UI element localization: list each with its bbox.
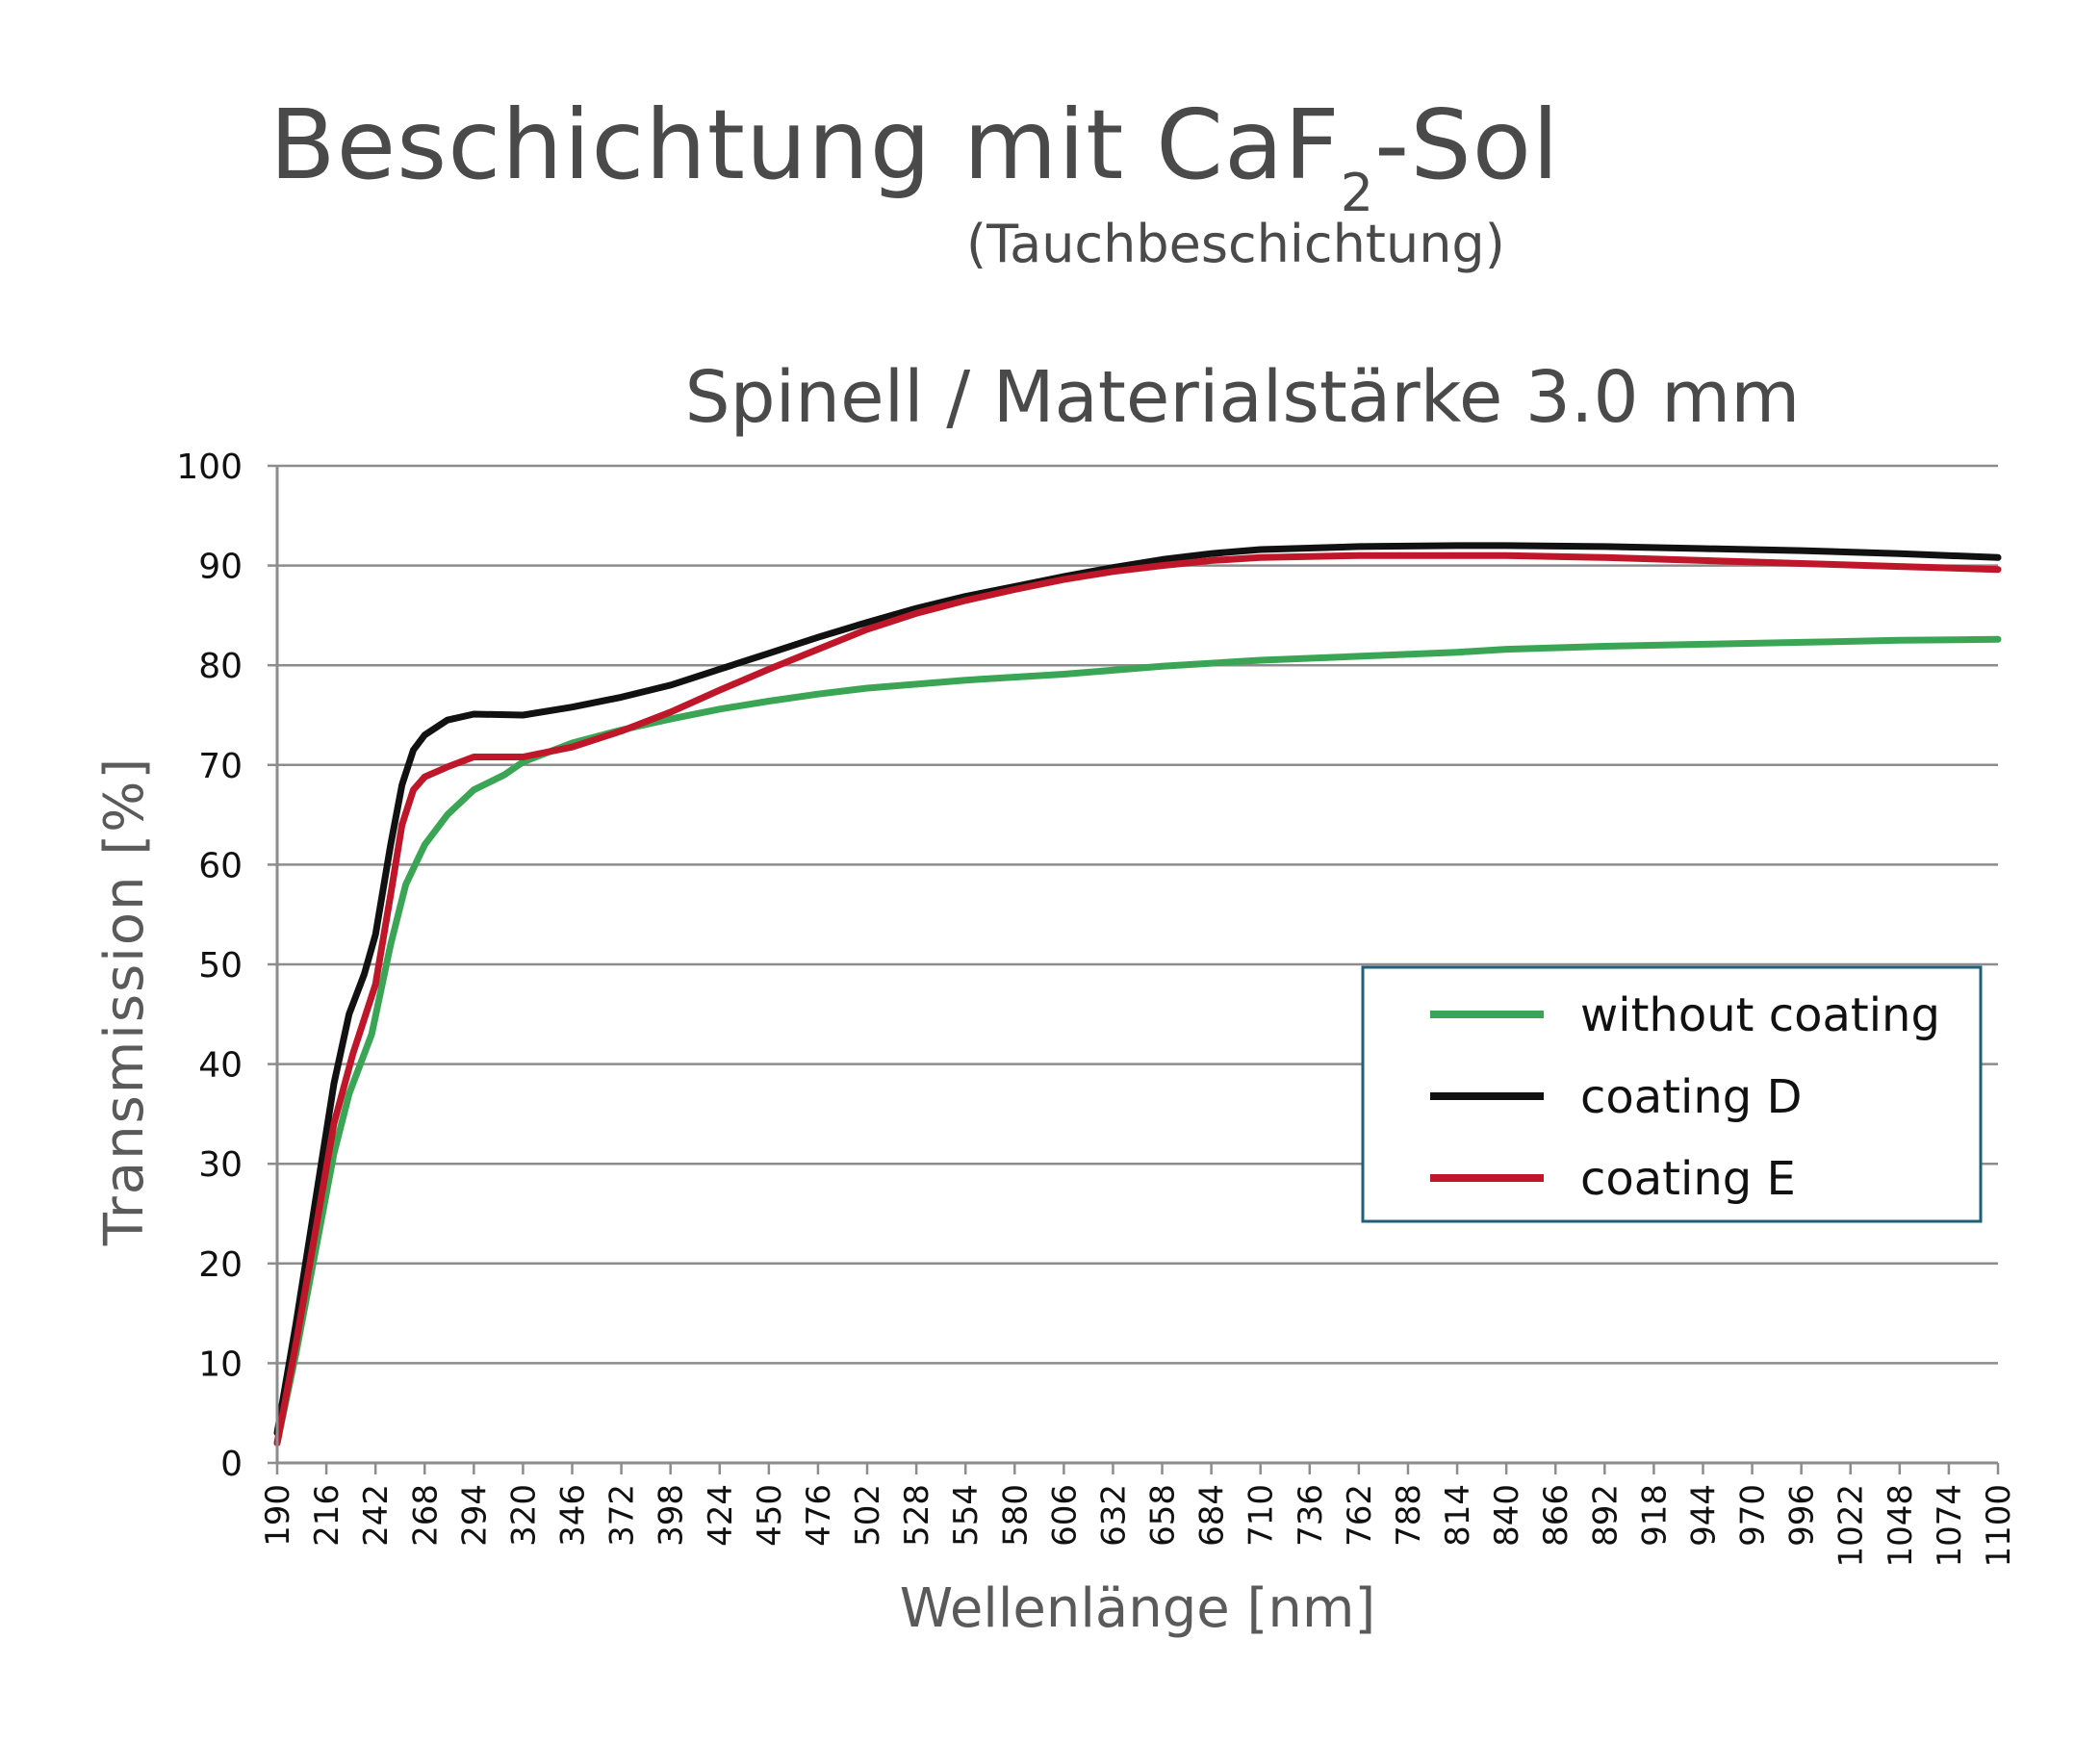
legend: without coating coating D coating E — [1361, 965, 1983, 1223]
title-subscript: 2 — [1340, 163, 1375, 223]
x-axis-label: Wellenlänge [nm] — [900, 1577, 1376, 1640]
x-tick-866: 866 — [1537, 1484, 1575, 1547]
y-tick-70: 70 — [198, 747, 243, 786]
series-line-3 — [273, 551, 2002, 1447]
x-tick-840: 840 — [1488, 1484, 1526, 1547]
x-tick-554: 554 — [947, 1484, 986, 1547]
x-tick-398: 398 — [653, 1484, 691, 1547]
x-tick-658: 658 — [1144, 1484, 1183, 1547]
x-tick-1074: 1074 — [1931, 1484, 1969, 1568]
x-tick-606: 606 — [1045, 1484, 1084, 1547]
y-tick-labels: 0 10 20 30 40 50 60 70 80 90 100 — [176, 448, 277, 1484]
x-tick-1022: 1022 — [1832, 1484, 1871, 1568]
x-tick-294: 294 — [455, 1484, 494, 1547]
y-tick-60: 60 — [198, 846, 243, 885]
x-tick-580: 580 — [996, 1484, 1035, 1547]
x-tick-502: 502 — [849, 1484, 887, 1547]
x-tick-242: 242 — [357, 1484, 396, 1547]
y-tick-50: 50 — [198, 946, 243, 986]
x-tick-1100: 1100 — [1980, 1484, 2018, 1568]
x-tick-476: 476 — [800, 1484, 838, 1547]
legend-label-2: coating D — [1580, 1070, 1802, 1124]
x-tick-788: 788 — [1390, 1484, 1428, 1547]
x-tick-216: 216 — [308, 1484, 346, 1547]
x-tick-944: 944 — [1684, 1484, 1723, 1547]
x-tick-346: 346 — [554, 1484, 593, 1547]
y-tick-10: 10 — [198, 1345, 243, 1384]
legend-label-1: without coating — [1580, 988, 1940, 1042]
y-tick-80: 80 — [198, 647, 243, 686]
series-line-2 — [273, 542, 2002, 1437]
page-title: Beschichtung mit CaF2-Sol — [269, 89, 1560, 223]
x-tick-labels: 190 216 242 268 294 320 346 372 398 424 450 476 502 5… — [259, 1463, 2018, 1568]
x-tick-268: 268 — [406, 1484, 445, 1547]
y-tick-20: 20 — [198, 1245, 243, 1285]
x-tick-892: 892 — [1586, 1484, 1625, 1547]
y-tick-0: 0 — [220, 1445, 243, 1484]
grid-lines — [277, 464, 1998, 1365]
y-tick-40: 40 — [198, 1046, 243, 1086]
x-tick-996: 996 — [1783, 1484, 1822, 1547]
x-tick-762: 762 — [1341, 1484, 1379, 1547]
page-subtitle: (Tauchbeschichtung) — [966, 214, 1505, 274]
x-tick-814: 814 — [1439, 1484, 1477, 1547]
chart-title: Spinell / Materialstärke 3.0 mm — [684, 356, 1801, 439]
y-tick-90: 90 — [198, 548, 243, 587]
x-tick-372: 372 — [603, 1484, 642, 1547]
y-axis-label: Transmission [%] — [93, 756, 156, 1246]
x-tick-424: 424 — [702, 1484, 740, 1547]
series-lines — [273, 542, 2002, 1447]
x-tick-970: 970 — [1734, 1484, 1773, 1547]
x-tick-320: 320 — [504, 1484, 543, 1547]
x-tick-1048: 1048 — [1882, 1484, 1920, 1568]
series-line-1 — [273, 635, 2002, 1447]
y-tick-30: 30 — [198, 1145, 243, 1185]
x-tick-632: 632 — [1094, 1484, 1133, 1547]
y-tick-100: 100 — [176, 448, 243, 487]
x-tick-736: 736 — [1292, 1484, 1330, 1547]
x-tick-918: 918 — [1635, 1484, 1674, 1547]
x-tick-190: 190 — [259, 1484, 297, 1547]
x-tick-450: 450 — [751, 1484, 789, 1547]
x-tick-710: 710 — [1242, 1484, 1281, 1547]
x-tick-528: 528 — [898, 1484, 936, 1547]
legend-label-3: coating E — [1580, 1152, 1796, 1206]
x-tick-684: 684 — [1193, 1484, 1232, 1547]
